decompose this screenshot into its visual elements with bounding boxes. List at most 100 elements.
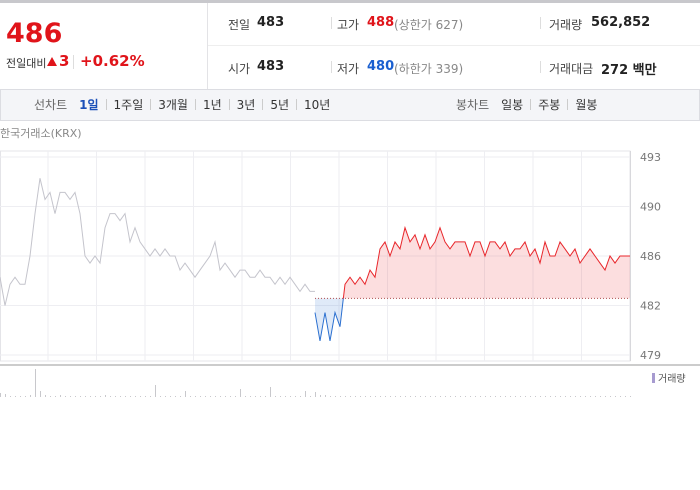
volume-bar xyxy=(75,396,76,397)
volume-bar xyxy=(220,396,221,397)
volume-bar xyxy=(440,396,441,397)
y-tick-label: 493 xyxy=(640,151,661,164)
divider xyxy=(331,61,332,73)
tab-separator xyxy=(567,99,569,110)
volume-bar xyxy=(560,396,561,397)
volume-bar xyxy=(585,396,586,397)
volume-bar xyxy=(355,396,356,397)
volume-bar xyxy=(205,396,206,397)
volume-bar xyxy=(165,396,166,397)
volume-bar xyxy=(265,396,266,397)
volume-bar xyxy=(330,396,331,397)
tab[interactable]: 3개월 xyxy=(158,98,188,112)
stat-note: (하한가 339) xyxy=(394,62,464,76)
tab-group: 선차트 1일 1주일 3개월 1년 3년 5년 10년 xyxy=(34,96,330,113)
volume-bar xyxy=(345,396,346,397)
volume-bar xyxy=(550,396,551,397)
volume-bar xyxy=(40,391,41,397)
tab[interactable]: 월봉 xyxy=(575,98,598,112)
tab-group: 봉차트 일봉 주봉 월봉 xyxy=(456,96,597,113)
change-label: 전일대비 xyxy=(6,57,47,70)
volume-bar xyxy=(545,396,546,397)
volume-bar xyxy=(55,396,56,397)
stat-value: 483 xyxy=(257,59,285,74)
volume-bar xyxy=(235,396,236,397)
tab[interactable]: 일봉 xyxy=(501,98,524,112)
volume-bar xyxy=(375,396,376,397)
volume-bar xyxy=(390,396,391,397)
stat-label: 저가 xyxy=(337,62,360,76)
divider xyxy=(331,17,332,29)
volume-bar xyxy=(110,396,111,397)
volume-bar xyxy=(610,396,611,397)
tab[interactable]: 5년 xyxy=(270,98,290,112)
volume-bar xyxy=(490,396,491,397)
volume-bar xyxy=(135,396,136,397)
volume-bar xyxy=(525,396,526,397)
price-line xyxy=(314,225,630,341)
tab[interactable]: 10년 xyxy=(304,98,331,112)
divider xyxy=(73,55,74,69)
volume-bar xyxy=(90,396,91,397)
volume-bar xyxy=(255,396,256,397)
tab-separator xyxy=(194,99,196,110)
source: 한국거래소(KRX) xyxy=(0,127,82,140)
tab-separator xyxy=(530,99,532,110)
volume-bar xyxy=(425,396,426,397)
volume-bar xyxy=(125,396,126,397)
volume-bar xyxy=(185,391,186,397)
tab[interactable]: 주봉 xyxy=(538,98,561,112)
volume-bar xyxy=(245,396,246,397)
y-tick-label: 479 xyxy=(640,349,661,362)
volume-bar xyxy=(405,396,406,397)
price-line xyxy=(0,178,315,306)
tab[interactable]: 1일 xyxy=(79,98,99,112)
volume-bar xyxy=(480,396,481,397)
stat-value: 483 xyxy=(257,15,285,30)
volume-bar xyxy=(240,389,241,397)
stat-label: 고가 xyxy=(337,18,360,32)
volume-bar xyxy=(270,387,271,397)
volume-bar xyxy=(70,396,71,397)
volume-bar xyxy=(485,396,486,397)
tab[interactable]: 3년 xyxy=(236,98,256,112)
divider xyxy=(540,61,541,73)
volume-bar xyxy=(195,396,196,397)
tab[interactable]: 1년 xyxy=(202,98,222,112)
divider xyxy=(540,17,541,29)
volume-bar xyxy=(540,396,541,397)
volume-bar xyxy=(365,396,366,397)
volume-bar xyxy=(50,396,51,397)
volume-bar xyxy=(555,396,556,397)
volume-bar xyxy=(360,396,361,397)
volume-bar xyxy=(300,396,301,397)
volume-bar xyxy=(200,396,201,397)
volume-bar xyxy=(395,396,396,397)
volume-bar xyxy=(465,396,466,397)
stat-value: 272 백만 xyxy=(601,63,657,78)
volume-bar xyxy=(410,396,411,397)
volume-bar xyxy=(130,396,131,397)
volume-bar xyxy=(85,396,86,397)
volume-bar xyxy=(100,396,101,397)
volume-bar xyxy=(310,396,311,397)
volume-bar xyxy=(325,395,326,397)
volume-bar xyxy=(420,396,421,397)
volume-bar xyxy=(290,396,291,397)
stat-note: (상한가 627) xyxy=(394,18,464,32)
volume-bar xyxy=(460,396,461,397)
volume-bar xyxy=(615,396,616,397)
volume-bar xyxy=(190,396,191,397)
tab-separator xyxy=(150,99,152,110)
volume-bar xyxy=(600,396,601,397)
volume-bar xyxy=(530,396,531,397)
volume-bar xyxy=(80,396,81,397)
tab[interactable]: 1주일 xyxy=(113,98,144,112)
volume-bar xyxy=(580,396,581,397)
volume-bar xyxy=(145,396,146,397)
volume-bar xyxy=(315,392,316,397)
volume-bar xyxy=(230,396,231,397)
volume-bar xyxy=(605,396,606,397)
stat-label: 시가 xyxy=(228,62,251,76)
